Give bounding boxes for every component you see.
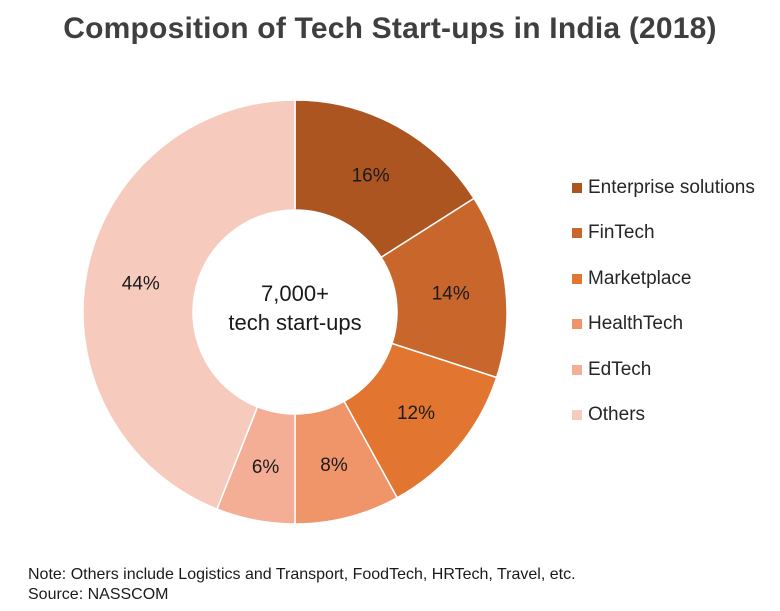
data-label-edtech: 6% bbox=[252, 457, 280, 478]
chart-title: Composition of Tech Start-ups in India (… bbox=[63, 12, 717, 45]
donut-slices bbox=[82, 99, 508, 525]
legend-swatch bbox=[572, 228, 582, 238]
legend-item-healthtech: HealthTech bbox=[572, 313, 777, 336]
legend-item-fintech: FinTech bbox=[572, 222, 777, 245]
legend-swatch bbox=[572, 273, 582, 284]
legend-item-marketplace: Marketplace bbox=[572, 267, 777, 290]
legend-swatch bbox=[572, 319, 582, 329]
legend-item-others: Others bbox=[572, 404, 777, 427]
center-label-line2: tech start-ups bbox=[228, 310, 361, 335]
data-label-marketplace: 12% bbox=[397, 403, 435, 424]
legend-label: FinTech bbox=[588, 222, 655, 243]
legend-item-edtech: EdTech bbox=[572, 358, 777, 381]
data-label-others: 44% bbox=[122, 274, 160, 295]
data-labels: 16% 14% 12% 8% 6% 44% bbox=[122, 165, 470, 478]
slice-fintech bbox=[380, 197, 508, 379]
data-label-fintech: 14% bbox=[432, 283, 470, 304]
slice-enterprise-solutions bbox=[294, 99, 476, 259]
data-label-healthtech: 8% bbox=[320, 455, 348, 476]
center-label-line1: 7,000+ bbox=[261, 281, 329, 306]
legend-label: EdTech bbox=[588, 358, 652, 380]
legend-swatch bbox=[572, 410, 582, 420]
note-text: Note: Others include Logistics and Trans… bbox=[28, 566, 576, 583]
footnote: Note: Others include Logistics and Trans… bbox=[28, 565, 576, 605]
legend-label: Others bbox=[588, 404, 646, 425]
legend-swatch bbox=[572, 364, 582, 375]
legend-item-enterprise-solutions: Enterprise solutions bbox=[572, 176, 777, 199]
data-label-enterprise-solutions: 16% bbox=[352, 165, 390, 186]
slice-others bbox=[82, 99, 296, 511]
legend-swatch bbox=[572, 182, 582, 193]
source-text: Source: NASSCOM bbox=[28, 586, 169, 603]
legend: Enterprise solutions FinTech Marketplace He… bbox=[572, 176, 777, 449]
legend-label: HealthTech bbox=[588, 313, 684, 334]
legend-label: Marketplace bbox=[588, 267, 692, 289]
legend-label: Enterprise solutions bbox=[588, 176, 755, 198]
